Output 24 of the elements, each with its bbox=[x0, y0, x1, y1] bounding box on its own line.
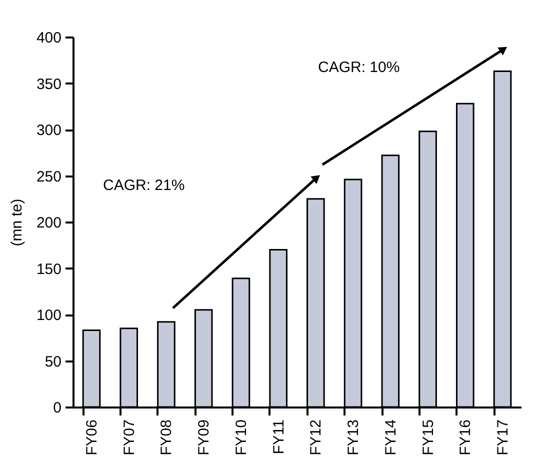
y-tick-label: 250 bbox=[36, 168, 62, 186]
x-tick-label: FY16 bbox=[457, 420, 474, 456]
y-tick-label: 50 bbox=[44, 353, 62, 370]
x-tick-label: FY06 bbox=[83, 420, 100, 456]
x-tick-label: FY11 bbox=[270, 420, 288, 454]
y-axis-title: (mn te) bbox=[8, 198, 26, 246]
x-tick-label: FY17 bbox=[494, 420, 512, 456]
annotation: CAGR: 10% bbox=[318, 59, 400, 76]
x-tick-label: FY13 bbox=[345, 420, 362, 456]
y-tick-label: 350 bbox=[36, 76, 62, 93]
y-tick-label: 100 bbox=[36, 307, 62, 324]
x-tick-label: FY12 bbox=[308, 420, 325, 456]
x-tick-label: FY08 bbox=[158, 420, 176, 456]
x-tick-label: FY07 bbox=[120, 420, 138, 456]
y-tick-label: 150 bbox=[36, 260, 62, 278]
y-tick-label: 400 bbox=[36, 30, 62, 46]
y-tick-label: 200 bbox=[36, 214, 62, 232]
x-tick-label: FY15 bbox=[420, 420, 437, 456]
x-tick-label: FY09 bbox=[196, 420, 213, 456]
x-tick-label: FY14 bbox=[382, 420, 400, 456]
y-tick-label: 0 bbox=[53, 400, 62, 416]
x-tick-label: FY10 bbox=[232, 420, 250, 456]
annotation: CAGR: 21% bbox=[103, 177, 185, 194]
y-tick-label: 300 bbox=[36, 122, 62, 139]
